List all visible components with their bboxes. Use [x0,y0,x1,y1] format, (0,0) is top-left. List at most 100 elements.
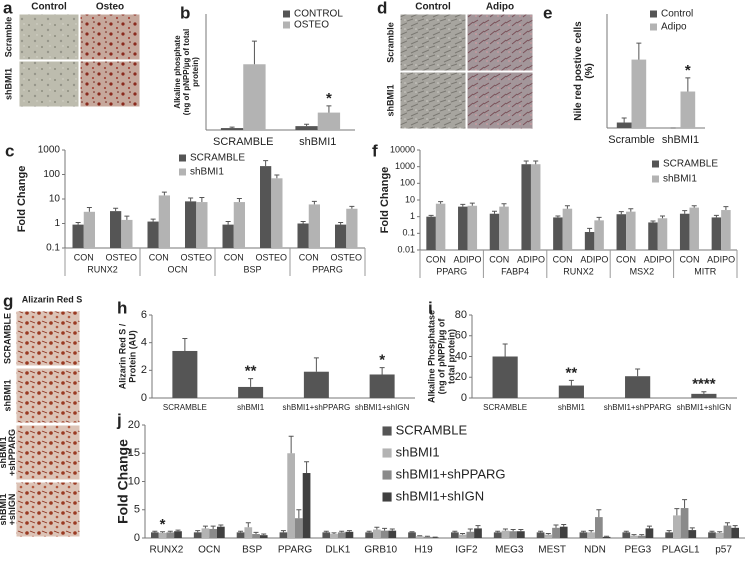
error-bar [248,378,254,387]
bar [622,532,631,538]
y-tick-label: 80 [455,309,467,321]
bar [665,532,673,538]
error-bar [618,211,624,215]
error-bar [580,530,586,533]
error-bar [467,528,473,532]
x-tick-label: CON [149,252,169,262]
y-tick-label: 100 [43,169,60,180]
legend-swatch [179,154,186,162]
bar [595,517,603,538]
x-tick-label: SCRAMBLE [483,403,527,412]
panel-letter: a [3,0,13,17]
bar [83,211,95,248]
bar [72,224,84,248]
error-bar [326,105,332,113]
bar [467,205,478,250]
bar [625,376,651,398]
bar [260,166,272,248]
group-label: RUNX2 [563,266,594,276]
legend-label: Control [661,9,693,20]
bar [380,530,389,538]
error-bar [713,214,719,218]
error-bar [339,530,345,533]
error-bar [438,201,444,204]
group-label: PPARG [312,264,343,274]
bar [517,531,525,538]
y-tick-label: 0 [141,392,147,404]
error-bar [460,532,466,535]
error-bar [331,532,337,535]
legend-swatch [382,470,392,480]
micrograph [15,310,81,367]
bar [435,203,446,250]
bar [415,536,424,538]
row-label: Scramble [3,17,13,58]
x-tick-label: SCRAMBLE [213,136,274,148]
y-axis-label: (%) [584,63,595,79]
error-bar [409,531,415,533]
x-tick-label: shBMI1+shIGN [677,403,732,412]
y-tick-label: 40 [455,350,467,362]
error-bar [296,509,302,519]
bar [297,223,309,248]
legend-label: shBMI1 [663,174,697,185]
legend-swatch [382,426,392,436]
bar [238,386,264,398]
bar [166,532,175,538]
bar [492,356,518,398]
x-tick-label: OSTEO [330,252,362,262]
x-tick-label: OSTEO [105,252,137,262]
legend-swatch [382,448,392,458]
bar [243,64,266,130]
bar [317,112,341,130]
bar [489,213,500,250]
y-tick-label: 10000 [390,144,415,154]
error-bar [628,208,634,212]
column-label: Adipo [486,2,514,13]
error-bar [501,203,507,207]
bar [193,532,202,538]
error-bar [313,357,319,372]
error-bar [568,379,574,386]
bar [330,534,338,538]
panel-letter: b [180,3,190,22]
error-bar [460,203,466,207]
error-bar [587,227,593,233]
error-bar [596,509,602,518]
error-bar [723,206,729,211]
x-tick-label: PPARG [278,545,312,556]
row-label: shBMI1 [3,68,13,100]
significance-marker: * [326,90,332,107]
y-axis-label: (ng of pNPP/µg of total [182,29,191,115]
x-tick-label: PEG3 [625,545,652,556]
group-label: MSX2 [630,266,655,276]
bar [594,220,604,250]
x-tick-label: BSP [242,545,262,556]
x-tick-label: OSTEO [180,252,212,262]
x-tick-label: RUNX2 [149,545,183,556]
bar [373,529,381,538]
error-bar [210,525,216,529]
x-tick-label: CON [74,252,94,262]
y-axis-label: Alkaline Phosphatase [426,310,436,403]
bar [689,207,699,250]
bar [236,532,245,538]
error-bar [545,532,551,535]
error-bar [674,508,680,516]
column-label: Control [31,2,67,13]
error-bar [195,530,201,533]
y-tick-label: 4 [141,337,147,349]
error-bar [561,523,567,527]
bar [174,531,182,538]
x-tick-label: OSTEO [255,252,287,262]
y-tick-label: 1000 [38,145,61,156]
bar [602,536,611,538]
panel-letter: g [3,291,13,310]
y-axis-label: Alkaline phosphate [173,35,182,109]
bar [530,164,541,250]
error-bar [636,42,642,60]
bar [673,515,681,538]
x-tick-label: MEST [538,545,566,556]
legend-label: Adipo [661,22,687,33]
